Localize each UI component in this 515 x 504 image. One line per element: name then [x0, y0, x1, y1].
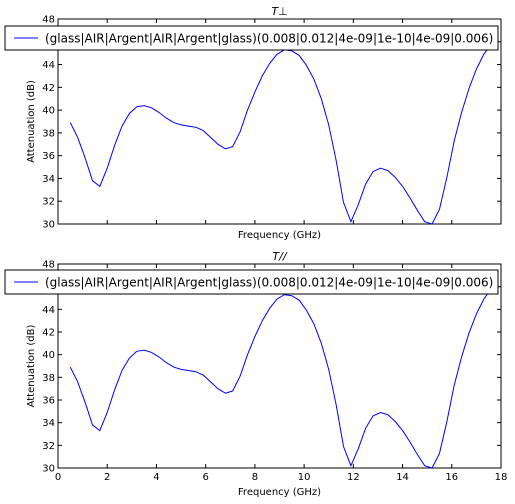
y-axis-label: Attenuation (dB) [26, 325, 37, 408]
y-tick-label: 38 [42, 373, 55, 384]
x-tick-label: 10 [298, 472, 311, 483]
series-line [69, 288, 492, 468]
y-tick-label: 34 [42, 418, 55, 429]
x-tick-label: 4 [153, 472, 159, 483]
x-axis-ticks [57, 19, 502, 224]
chart-title: T// [272, 250, 287, 263]
y-tick-label: 34 [42, 174, 55, 185]
legend-label: (glass|AIR|Argent|AIR|Argent|glass)(0.00… [45, 276, 493, 290]
y-tick-label: 36 [42, 396, 55, 407]
y-tick-label: 48 [42, 260, 55, 271]
x-tick-label: 0 [55, 472, 61, 483]
series-line [69, 43, 492, 224]
y-tick-label: 40 [42, 106, 55, 117]
y-tick-label: 44 [42, 60, 55, 71]
x-tick-label: 2 [104, 472, 110, 483]
legend-box [4, 25, 499, 51]
series-layer [69, 288, 492, 468]
y-tick-label: 36 [42, 151, 55, 162]
x-tick-label: 6 [202, 472, 208, 483]
y-tick-label: 30 [42, 220, 55, 231]
x-tick-label: 16 [445, 472, 458, 483]
y-axis-label: Attenuation (dB) [26, 80, 37, 163]
x-tick-label: 18 [495, 472, 508, 483]
legend-box [4, 269, 499, 295]
legend: (glass|AIR|Argent|AIR|Argent|glass)(0.00… [4, 25, 499, 51]
x-tick-label: 14 [396, 472, 409, 483]
subplot-t-parallel: T// Frequency (GHz) Attenuation (dB) 30 3… [4, 250, 508, 498]
legend-label: (glass|AIR|Argent|AIR|Argent|glass)(0.00… [45, 32, 493, 46]
x-axis-ticks: 0 2 4 6 8 10 12 14 16 18 [55, 264, 508, 483]
x-tick-label: 8 [252, 472, 258, 483]
y-tick-label: 42 [42, 328, 55, 339]
subplot-t-perpendicular: T⊥ Frequency (GHz) Attenuation (dB) 30 32… [4, 5, 502, 241]
y-tick-label: 42 [42, 83, 55, 94]
x-axis-label: Frequency (GHz) [238, 230, 321, 241]
chart-title: T⊥ [271, 5, 287, 18]
y-tick-label: 48 [42, 15, 55, 26]
series-layer [69, 43, 492, 224]
x-tick-label: 12 [347, 472, 360, 483]
y-tick-label: 32 [42, 197, 55, 208]
y-tick-label: 40 [42, 350, 55, 361]
legend: (glass|AIR|Argent|AIR|Argent|glass)(0.00… [4, 269, 499, 295]
y-tick-label: 38 [42, 128, 55, 139]
y-tick-label: 32 [42, 441, 55, 452]
y-tick-label: 30 [42, 464, 55, 475]
x-axis-label: Frequency (GHz) [238, 487, 321, 498]
y-tick-label: 44 [42, 305, 55, 316]
